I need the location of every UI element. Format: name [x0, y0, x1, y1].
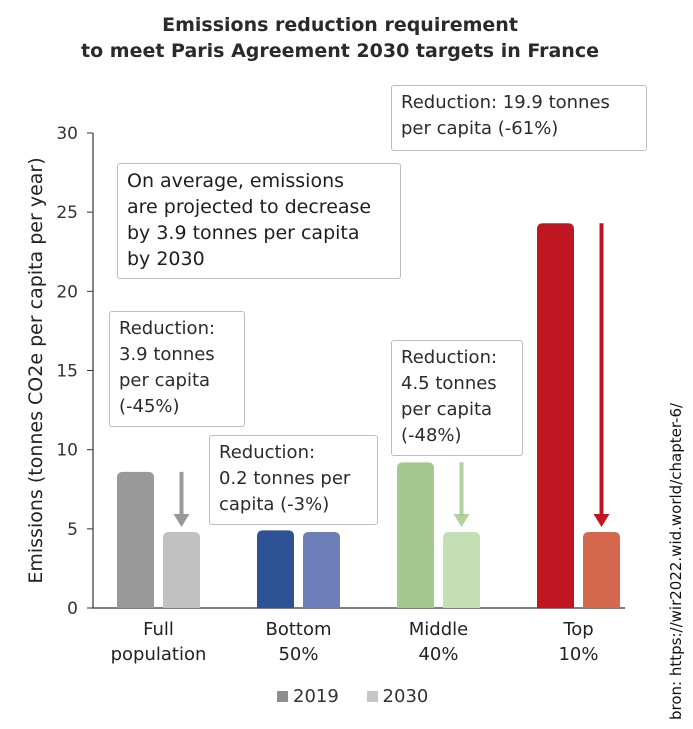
y-tick-label: 5 — [67, 520, 78, 540]
x-tick-label: Middle — [409, 619, 468, 640]
source-credit: bron: https://wir2022.wid.world/chapter-… — [667, 320, 687, 720]
annotation-average: On average, emissions are projected to d… — [117, 163, 401, 279]
reduction-arrow-head — [174, 514, 190, 527]
bar-2030 — [163, 532, 200, 608]
source-text: bron: https://wir2022.wid.world/chapter-… — [667, 403, 685, 720]
bar-2019 — [397, 462, 434, 608]
legend-swatch-2019 — [277, 691, 288, 702]
bar-2030 — [443, 532, 480, 608]
bar-2019 — [537, 223, 574, 608]
x-tick-label: Bottom — [265, 619, 331, 640]
annotation-bottom-50: Reduction: 0.2 tonnes per capita (-3%) — [209, 435, 378, 525]
bar-2019 — [257, 530, 294, 608]
reduction-arrow-head — [594, 514, 610, 527]
y-tick-label: 20 — [56, 282, 78, 302]
y-tick-label: 25 — [56, 203, 78, 223]
legend-item-2030: 2030 — [367, 686, 429, 707]
x-tick-label: 50% — [278, 644, 318, 665]
legend-item-2019: 2019 — [277, 686, 339, 707]
y-axis-title: Emissions (tonnes CO2e per capita per ye… — [25, 157, 47, 583]
legend: 2019 2030 — [277, 686, 450, 707]
x-tick-label: population — [111, 644, 207, 665]
x-tick-label: 10% — [558, 644, 598, 665]
y-tick-label: 30 — [56, 124, 78, 144]
y-tick-label: 10 — [56, 441, 78, 461]
annotation-full-population: Reduction: 3.9 tonnes per capita (-45%) — [109, 311, 245, 427]
legend-label-2019: 2019 — [293, 686, 339, 707]
reduction-arrow-head — [454, 514, 470, 527]
annotation-middle-40: Reduction: 4.5 tonnes per capita (-48%) — [391, 340, 523, 456]
y-tick-label: 15 — [56, 362, 78, 382]
legend-label-2030: 2030 — [383, 686, 429, 707]
bar-2030 — [303, 532, 340, 608]
x-tick-label: Full — [143, 619, 174, 640]
x-tick-label: Top — [562, 619, 593, 640]
bar-2019 — [117, 472, 154, 608]
x-tick-label: 40% — [418, 644, 458, 665]
bar-2030 — [583, 532, 620, 608]
annotation-top-10: Reduction: 19.9 tonnes per capita (-61%) — [391, 85, 647, 151]
y-tick-label: 0 — [67, 599, 78, 619]
legend-swatch-2030 — [367, 691, 378, 702]
